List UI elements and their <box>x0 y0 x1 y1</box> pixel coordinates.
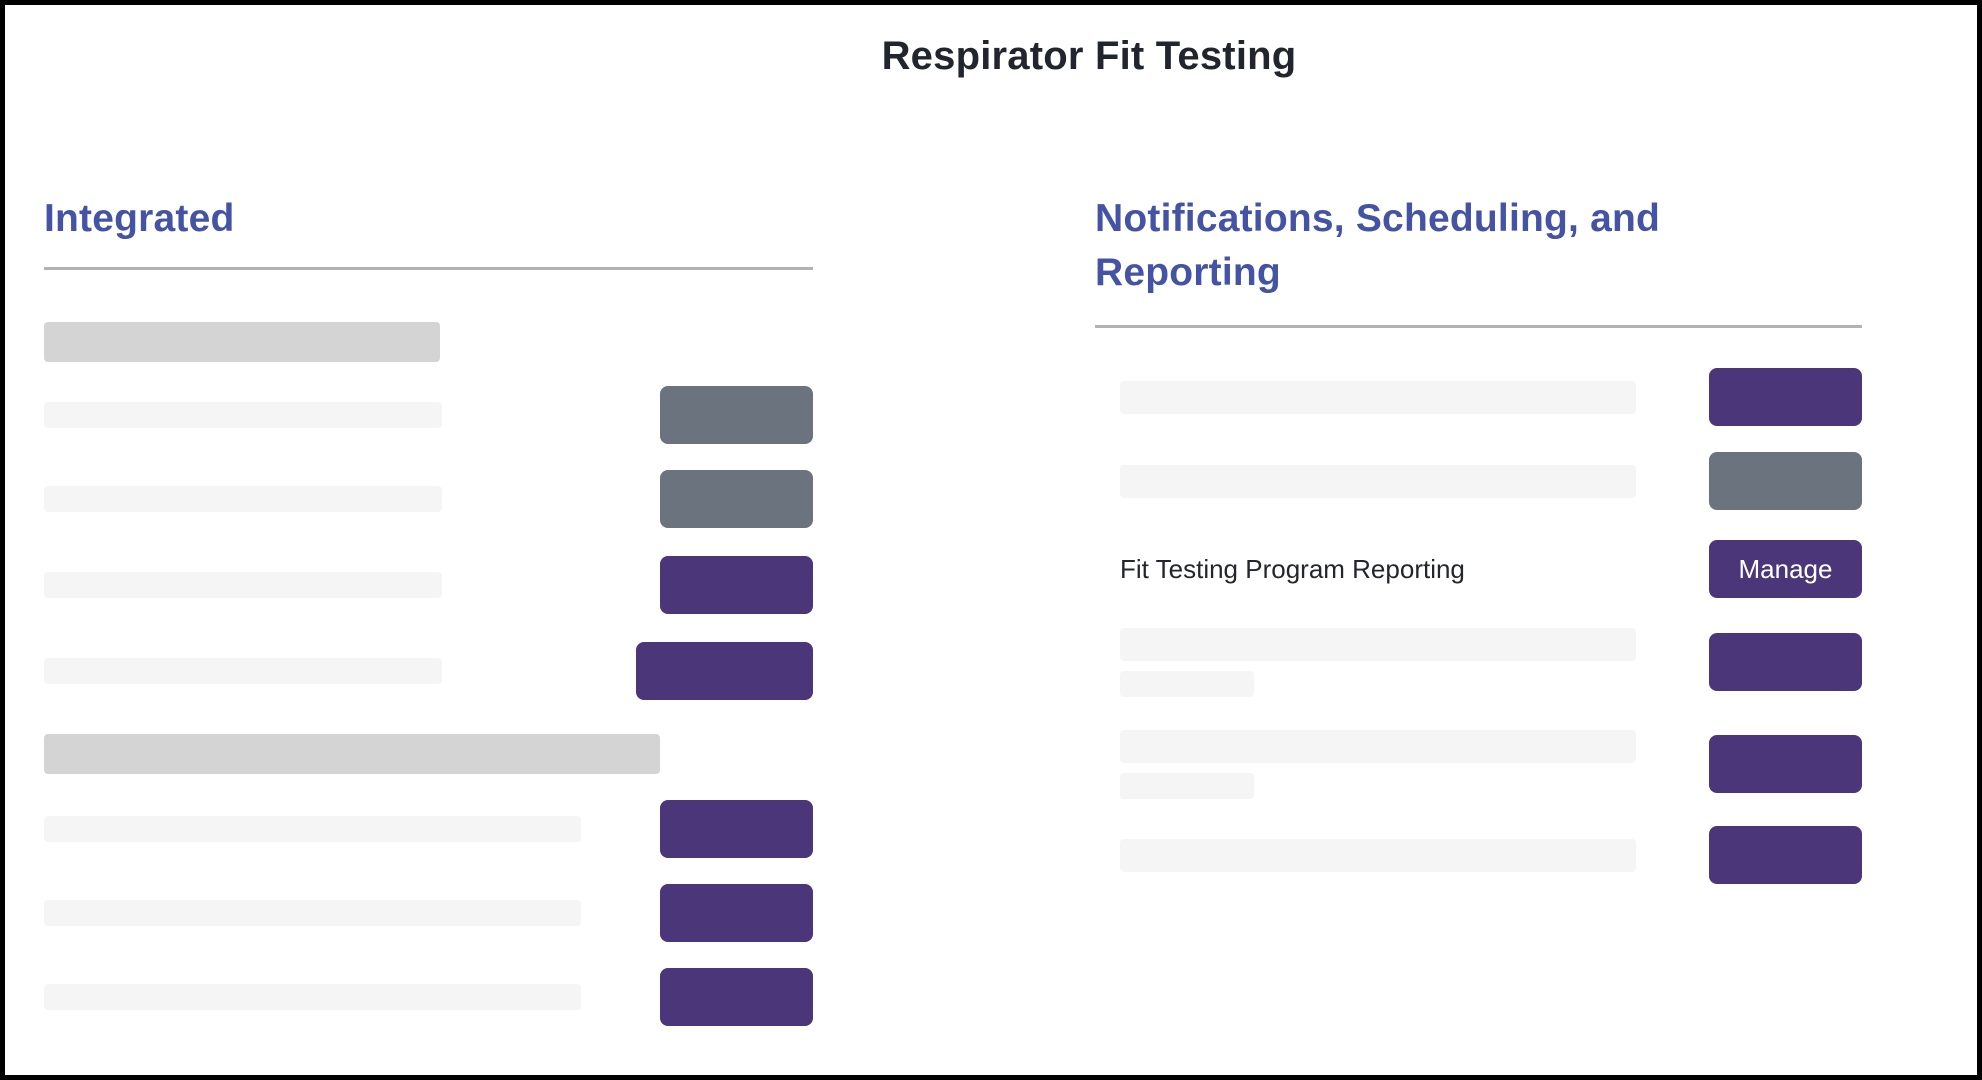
integrated-section: Integrated <box>44 0 813 1080</box>
section-divider <box>44 267 813 270</box>
action-button-purple[interactable] <box>660 968 813 1026</box>
list-item <box>44 968 813 1026</box>
list-item <box>1095 826 1862 884</box>
skeleton-bar <box>1120 838 1636 872</box>
skeleton-bar <box>1120 729 1636 763</box>
action-button-purple[interactable] <box>1709 368 1862 426</box>
action-button-gray[interactable] <box>660 470 813 528</box>
list-item <box>44 800 813 858</box>
notifications-scheduling-reporting-section: Notifications, Scheduling, and Reporting… <box>1095 0 1862 1080</box>
skeleton-bar-small <box>1120 772 1254 799</box>
skeleton-bar-group <box>1120 729 1636 799</box>
action-button-purple[interactable] <box>636 642 813 700</box>
skeleton-bar <box>44 900 581 926</box>
fit-testing-program-reporting-label: Fit Testing Program Reporting <box>1120 553 1465 584</box>
section-divider <box>1095 325 1862 328</box>
skeleton-bar <box>1120 380 1636 414</box>
list-item <box>1095 728 1862 800</box>
skeleton-subheading-bar <box>44 734 660 774</box>
integrated-heading: Integrated <box>44 197 235 240</box>
skeleton-bar <box>1120 464 1636 498</box>
list-item <box>44 642 813 700</box>
action-button-gray[interactable] <box>1709 452 1862 510</box>
action-button-purple[interactable] <box>660 884 813 942</box>
action-button-purple[interactable] <box>1709 826 1862 884</box>
page-title: Respirator Fit Testing <box>881 34 1297 78</box>
notifications-heading: Notifications, Scheduling, and Reporting <box>1095 197 1661 294</box>
skeleton-bar <box>44 486 442 512</box>
list-item <box>44 556 813 614</box>
list-item <box>44 470 813 528</box>
list-item <box>44 884 813 942</box>
skeleton-bar <box>44 572 442 598</box>
manage-button[interactable]: Manage <box>1709 540 1862 598</box>
action-button-purple[interactable] <box>660 556 813 614</box>
skeleton-bar-small <box>1120 670 1254 697</box>
list-item <box>1095 368 1862 426</box>
skeleton-bar <box>1120 627 1636 661</box>
action-button-purple[interactable] <box>1709 633 1862 691</box>
action-button-purple[interactable] <box>1709 735 1862 793</box>
skeleton-bar <box>44 816 581 842</box>
list-item <box>1095 452 1862 510</box>
action-button-gray[interactable] <box>660 386 813 444</box>
list-item <box>1095 626 1862 698</box>
action-button-purple[interactable] <box>660 800 813 858</box>
list-item <box>44 386 813 444</box>
skeleton-subheading-bar <box>44 322 440 362</box>
fit-testing-program-reporting-row: Fit Testing Program Reporting Manage <box>1095 540 1862 598</box>
manage-button-label: Manage <box>1738 553 1833 584</box>
skeleton-bar-group <box>1120 627 1636 697</box>
skeleton-bar <box>44 402 442 428</box>
skeleton-bar <box>44 658 442 684</box>
skeleton-bar <box>44 984 581 1010</box>
